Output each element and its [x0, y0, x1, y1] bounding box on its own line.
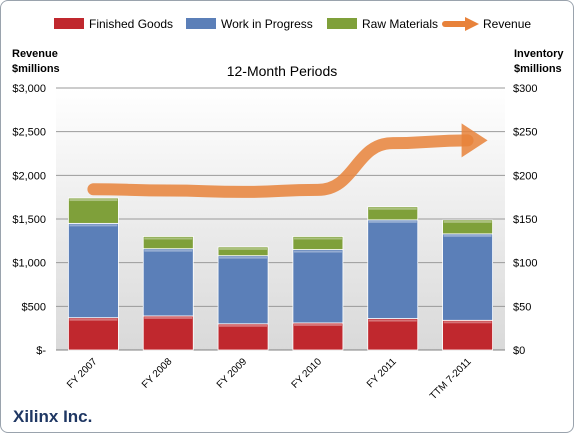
bar-segment-finished-goods: [68, 317, 119, 351]
left-axis-title-line2: $millions: [12, 63, 60, 75]
bar-segment-raw-materials: [68, 197, 119, 224]
revenue-arrowhead: [461, 123, 488, 158]
bar-segment-highlight: [69, 224, 118, 227]
bar-segment-highlight: [368, 319, 417, 322]
bar-segment-work-in-progress: [68, 222, 119, 319]
legend-label-revenue: Revenue: [483, 17, 531, 31]
company-name: Xilinx Inc.: [13, 407, 92, 426]
right-tick-label: $50: [513, 301, 531, 313]
bar-segment-highlight: [443, 234, 492, 237]
revenue-line: [87, 134, 474, 198]
bar-segment-finished-goods: [142, 315, 194, 351]
bar-segment-finished-goods: [442, 319, 493, 351]
bar-segment-work-in-progress: [442, 233, 493, 321]
left-tick-label: $1,500: [12, 214, 46, 226]
left-tick-label: $2,000: [12, 170, 46, 182]
bar-segment-highlight: [69, 318, 118, 321]
bar-segment-raw-materials: [142, 236, 194, 250]
bar-segment-highlight: [144, 237, 193, 240]
right-tick-label: $0: [513, 345, 525, 357]
category-label: FY 2010: [290, 356, 325, 391]
left-tick-label: $-: [36, 345, 46, 357]
category-label: FY 2007: [65, 356, 100, 391]
legend-swatch-revenue-arrow: [465, 17, 479, 31]
bar-segment-finished-goods: [292, 322, 344, 351]
right-tick-label: $300: [513, 83, 537, 95]
bar-segment-highlight: [69, 199, 118, 202]
bars: [68, 197, 493, 351]
gridlines: [56, 87, 505, 351]
legend-label-finished-goods: Finished Goods: [89, 17, 173, 31]
bar-segment-highlight: [219, 256, 268, 259]
bar-segment-highlight: [368, 207, 417, 210]
right-tick-label: $250: [513, 127, 537, 139]
left-tick-label: $1,000: [12, 258, 46, 270]
category-label: TTM 7-2011: [428, 356, 474, 402]
legend-swatch-finished-goods: [54, 18, 84, 29]
category-labels: FY 2007 FY 2008 FY 2009 FY 2010 FY 2011 TTM 7…: [65, 356, 474, 402]
bar-segment-finished-goods: [367, 318, 419, 351]
bar-segment-highlight: [219, 324, 268, 327]
right-axis-ticks: $0 $50 $100 $150 $200 $250 $300: [513, 83, 537, 357]
left-axis-ticks: $- $500 $1,000 $1,500 $2,000 $2,500 $3,000: [12, 83, 46, 357]
bar-segment-raw-materials: [217, 246, 269, 257]
right-tick-label: $100: [513, 258, 537, 270]
right-tick-label: $150: [513, 214, 537, 226]
legend-label-work-in-progress: Work in Progress: [221, 17, 313, 31]
legend-swatch-work-in-progress: [186, 18, 216, 29]
bar-segment-highlight: [293, 237, 342, 240]
category-label: FY 2009: [215, 356, 250, 391]
bar-segment-highlight: [144, 249, 193, 252]
left-axis-title-line1: Revenue: [12, 48, 58, 60]
right-axis-title-line2: $millions: [514, 63, 562, 75]
legend-swatch-raw-materials: [327, 18, 357, 29]
bar-segment-highlight: [443, 321, 492, 324]
bar-segment-highlight: [368, 220, 417, 223]
right-axis-title-line1: Inventory: [514, 48, 564, 60]
bar-segment-highlight: [293, 323, 342, 326]
right-tick-label: $200: [513, 170, 537, 182]
left-tick-label: $500: [22, 301, 46, 313]
bar-segment-finished-goods: [217, 323, 269, 351]
category-label: FY 2008: [140, 356, 175, 391]
bar-segment-raw-materials: [442, 219, 493, 235]
chart-subtitle: 12-Month Periods: [227, 63, 338, 79]
legend: Finished Goods Work in Progress Raw Mate…: [54, 17, 531, 31]
bar-segment-highlight: [144, 316, 193, 319]
bar-segment-raw-materials: [367, 206, 419, 221]
bar-segment-work-in-progress: [217, 255, 269, 325]
category-label: FY 2011: [365, 356, 399, 390]
legend-label-raw-materials: Raw Materials: [362, 17, 438, 31]
left-tick-label: $2,500: [12, 127, 46, 139]
bar-segment-work-in-progress: [367, 219, 419, 319]
bar-segment-raw-materials: [292, 236, 344, 250]
bar-segment-highlight: [443, 220, 492, 223]
left-tick-label: $3,000: [12, 83, 46, 95]
bar-segment-highlight: [219, 247, 268, 250]
bar-segment-highlight: [293, 250, 342, 253]
bar-segment-work-in-progress: [292, 249, 344, 324]
bar-segment-work-in-progress: [142, 248, 194, 317]
revenue-series: [87, 123, 488, 198]
